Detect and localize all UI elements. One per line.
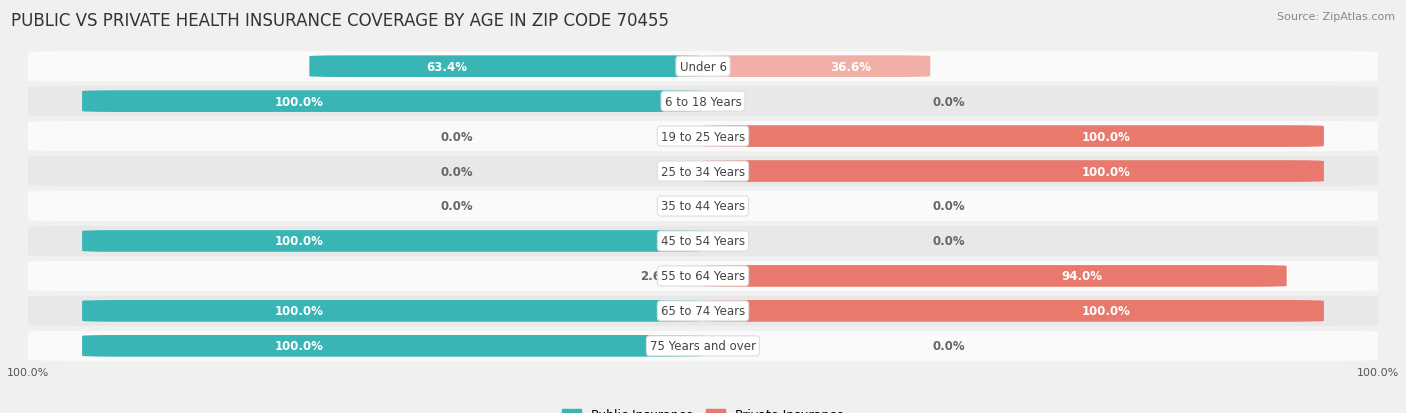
Text: 6 to 18 Years: 6 to 18 Years bbox=[665, 95, 741, 108]
Text: 0.0%: 0.0% bbox=[441, 200, 474, 213]
FancyBboxPatch shape bbox=[703, 266, 1286, 287]
FancyBboxPatch shape bbox=[21, 296, 1385, 326]
FancyBboxPatch shape bbox=[21, 261, 1385, 291]
FancyBboxPatch shape bbox=[21, 226, 1385, 256]
FancyBboxPatch shape bbox=[21, 122, 1385, 152]
Text: 0.0%: 0.0% bbox=[932, 95, 965, 108]
Text: 19 to 25 Years: 19 to 25 Years bbox=[661, 130, 745, 143]
Text: 63.4%: 63.4% bbox=[426, 61, 468, 74]
Text: 45 to 54 Years: 45 to 54 Years bbox=[661, 235, 745, 248]
FancyBboxPatch shape bbox=[82, 230, 703, 252]
Text: 100.0%: 100.0% bbox=[1083, 130, 1130, 143]
Text: 36.6%: 36.6% bbox=[830, 61, 872, 74]
FancyBboxPatch shape bbox=[669, 266, 721, 287]
FancyBboxPatch shape bbox=[82, 300, 703, 322]
Text: 55 to 64 Years: 55 to 64 Years bbox=[661, 270, 745, 283]
FancyBboxPatch shape bbox=[21, 157, 1385, 187]
Legend: Public Insurance, Private Insurance: Public Insurance, Private Insurance bbox=[557, 404, 849, 413]
Text: 100.0%: 100.0% bbox=[276, 95, 323, 108]
FancyBboxPatch shape bbox=[703, 300, 1324, 322]
FancyBboxPatch shape bbox=[21, 87, 1385, 117]
Text: 0.0%: 0.0% bbox=[932, 200, 965, 213]
Text: 100.0%: 100.0% bbox=[276, 305, 323, 318]
Text: 2.6%: 2.6% bbox=[641, 270, 673, 283]
Text: Under 6: Under 6 bbox=[679, 61, 727, 74]
FancyBboxPatch shape bbox=[21, 192, 1385, 221]
Text: 0.0%: 0.0% bbox=[932, 339, 965, 352]
Text: Source: ZipAtlas.com: Source: ZipAtlas.com bbox=[1277, 12, 1395, 22]
FancyBboxPatch shape bbox=[703, 126, 1324, 147]
FancyBboxPatch shape bbox=[82, 91, 703, 113]
Text: 94.0%: 94.0% bbox=[1062, 270, 1102, 283]
Text: 0.0%: 0.0% bbox=[932, 235, 965, 248]
Text: 0.0%: 0.0% bbox=[441, 165, 474, 178]
Text: 0.0%: 0.0% bbox=[441, 130, 474, 143]
FancyBboxPatch shape bbox=[21, 52, 1385, 82]
Text: 65 to 74 Years: 65 to 74 Years bbox=[661, 305, 745, 318]
FancyBboxPatch shape bbox=[309, 56, 703, 78]
Text: 100.0%: 100.0% bbox=[1083, 305, 1130, 318]
FancyBboxPatch shape bbox=[82, 335, 703, 357]
Text: 100.0%: 100.0% bbox=[276, 235, 323, 248]
Text: 35 to 44 Years: 35 to 44 Years bbox=[661, 200, 745, 213]
Text: 100.0%: 100.0% bbox=[276, 339, 323, 352]
Text: 25 to 34 Years: 25 to 34 Years bbox=[661, 165, 745, 178]
FancyBboxPatch shape bbox=[703, 56, 931, 78]
Text: 75 Years and over: 75 Years and over bbox=[650, 339, 756, 352]
FancyBboxPatch shape bbox=[703, 161, 1324, 183]
Text: 100.0%: 100.0% bbox=[1083, 165, 1130, 178]
FancyBboxPatch shape bbox=[21, 331, 1385, 361]
Text: PUBLIC VS PRIVATE HEALTH INSURANCE COVERAGE BY AGE IN ZIP CODE 70455: PUBLIC VS PRIVATE HEALTH INSURANCE COVER… bbox=[11, 12, 669, 30]
